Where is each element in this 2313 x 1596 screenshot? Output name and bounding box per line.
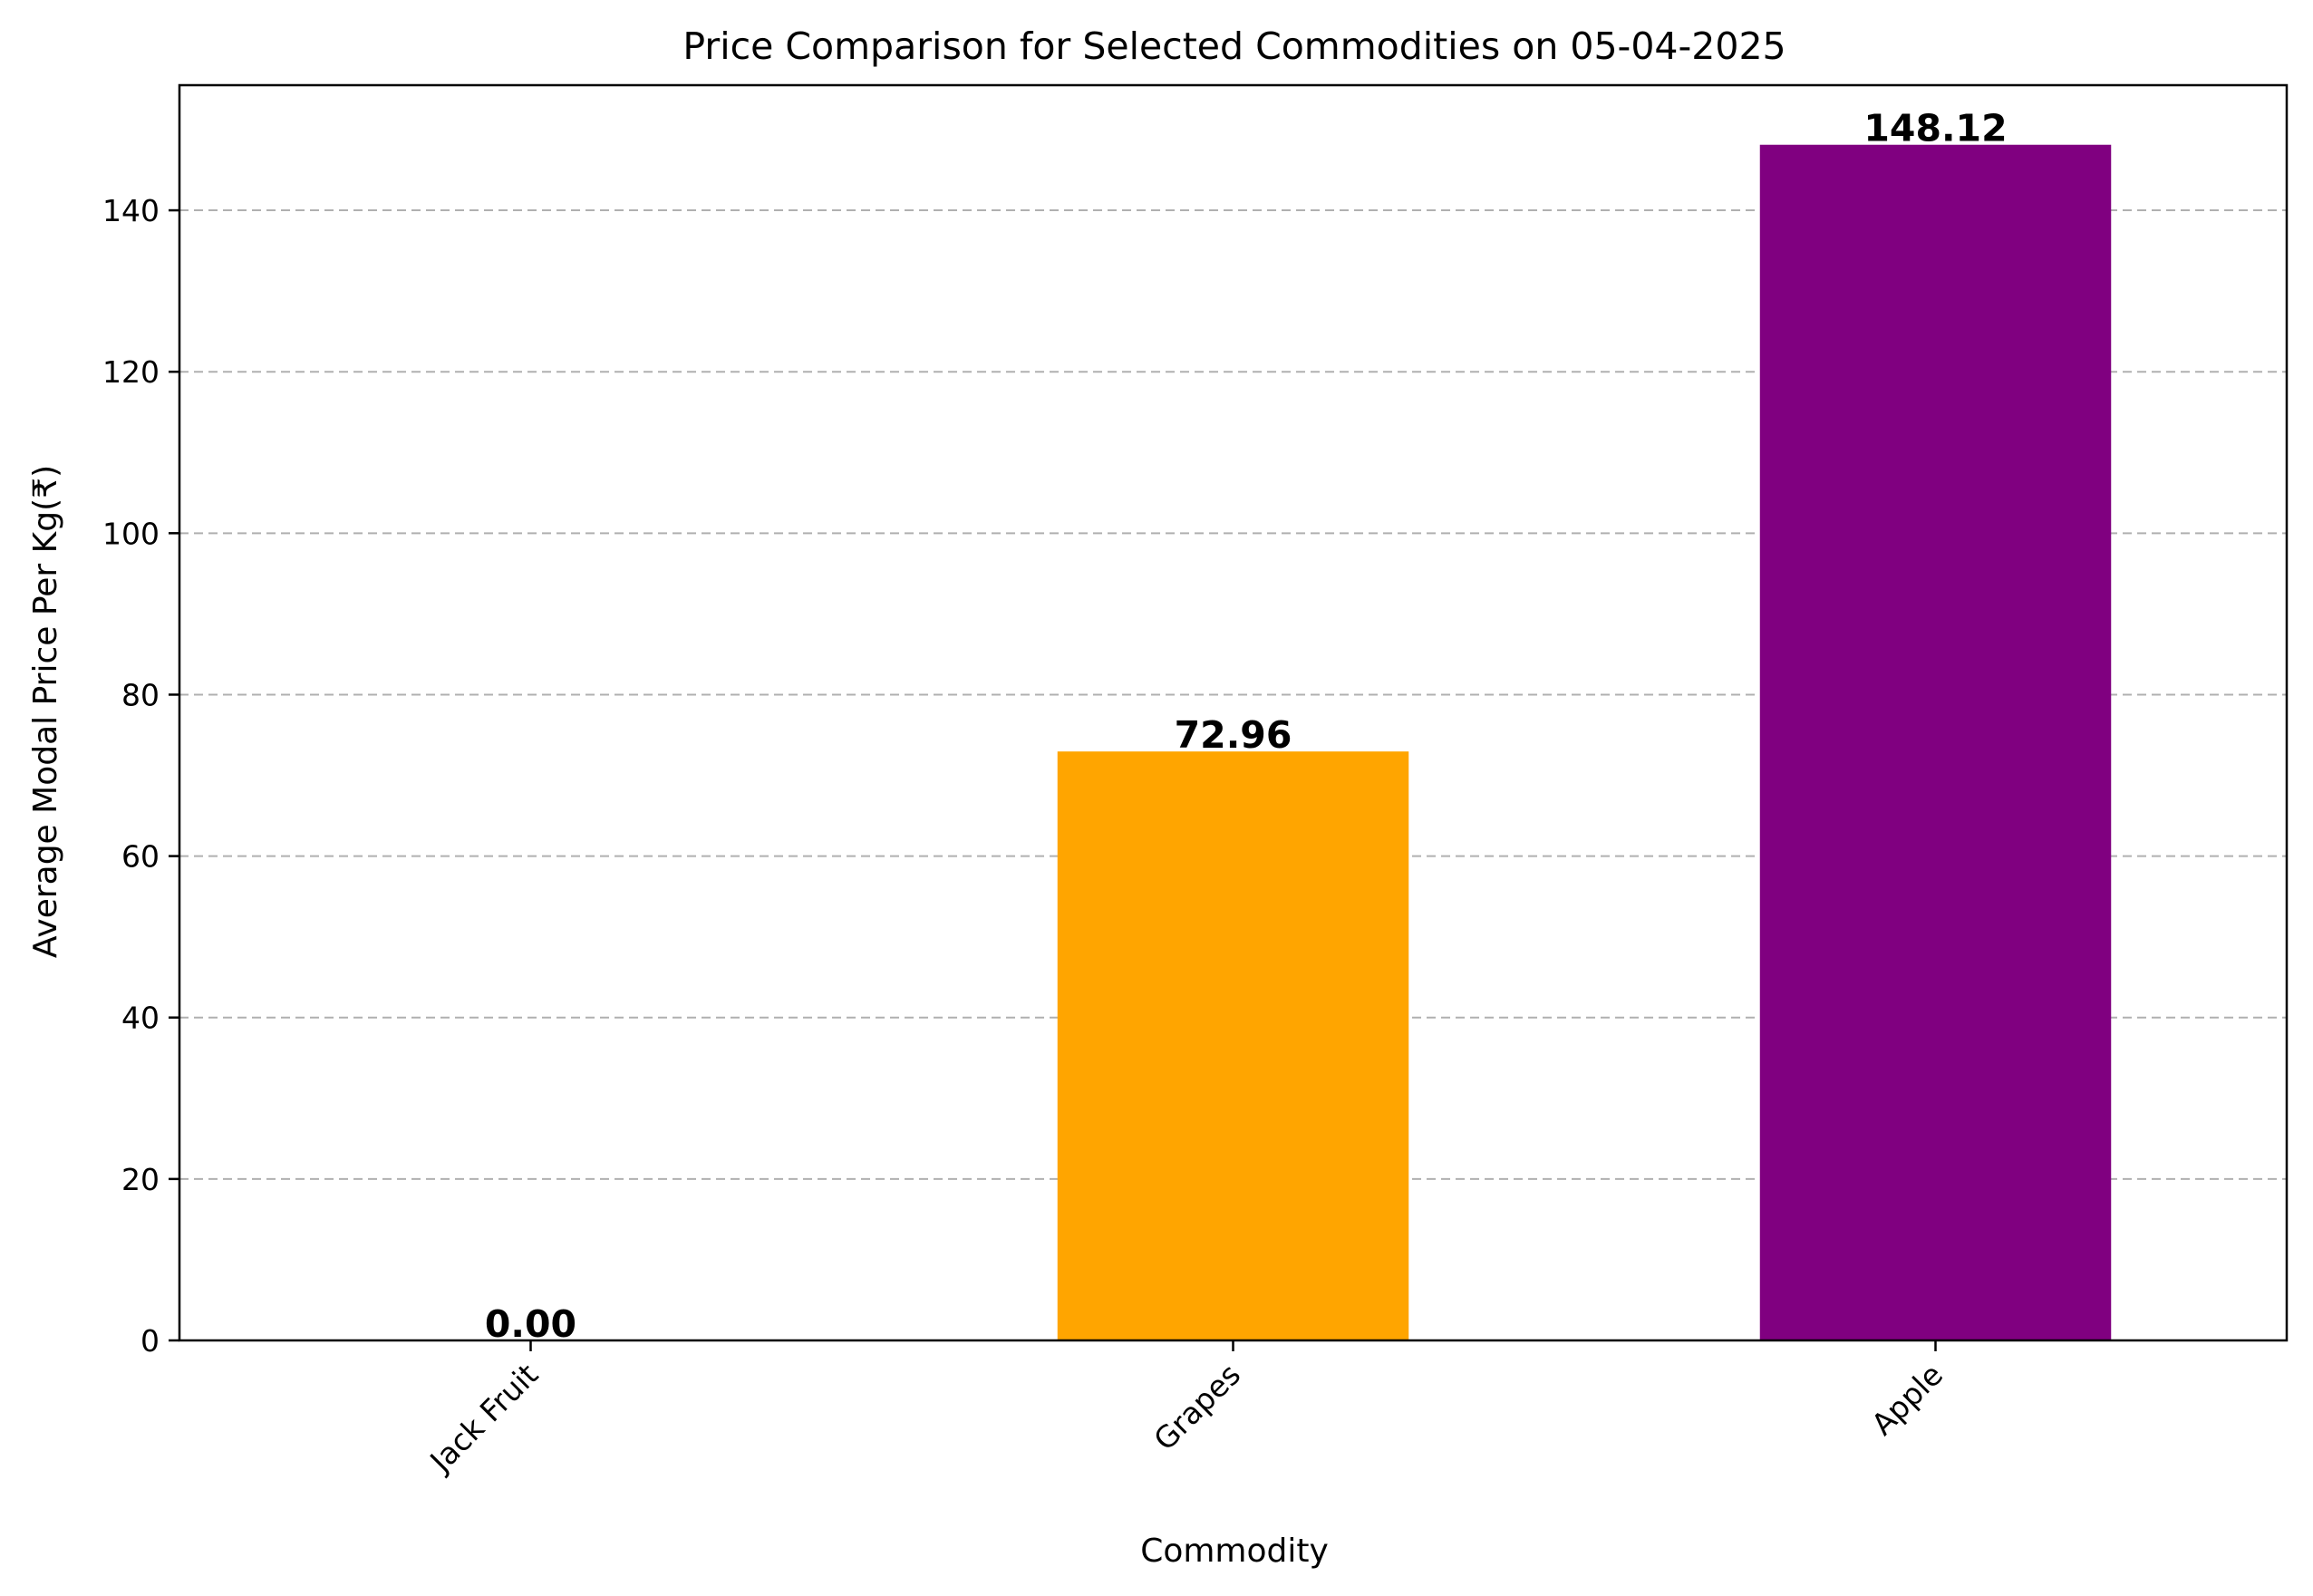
bars (1057, 144, 2112, 1341)
chart-title: Price Comparison for Selected Commoditie… (682, 24, 1786, 68)
y-tick-label: 80 (121, 677, 160, 712)
data-labels: 0.00 72.96 148.12 (485, 107, 2008, 1346)
y-tick-label: 20 (121, 1162, 160, 1197)
x-axis-title: Commodity (1140, 1533, 1329, 1570)
y-tick-label: 40 (121, 1001, 160, 1036)
y-tick-label: 60 (121, 839, 160, 875)
y-tick-label: 140 (102, 193, 160, 228)
bar-grapes (1057, 751, 1409, 1340)
y-tick-label: 100 (102, 516, 160, 551)
value-label: 148.12 (1863, 107, 2007, 150)
value-label: 72.96 (1175, 713, 1292, 757)
bar-apple (1759, 144, 2112, 1341)
y-axis-title: Average Modal Price Per Kg(₹) (27, 465, 64, 958)
y-tick-label: 0 (140, 1323, 160, 1359)
y-tick-label: 120 (102, 354, 160, 390)
value-label: 0.00 (485, 1302, 576, 1346)
